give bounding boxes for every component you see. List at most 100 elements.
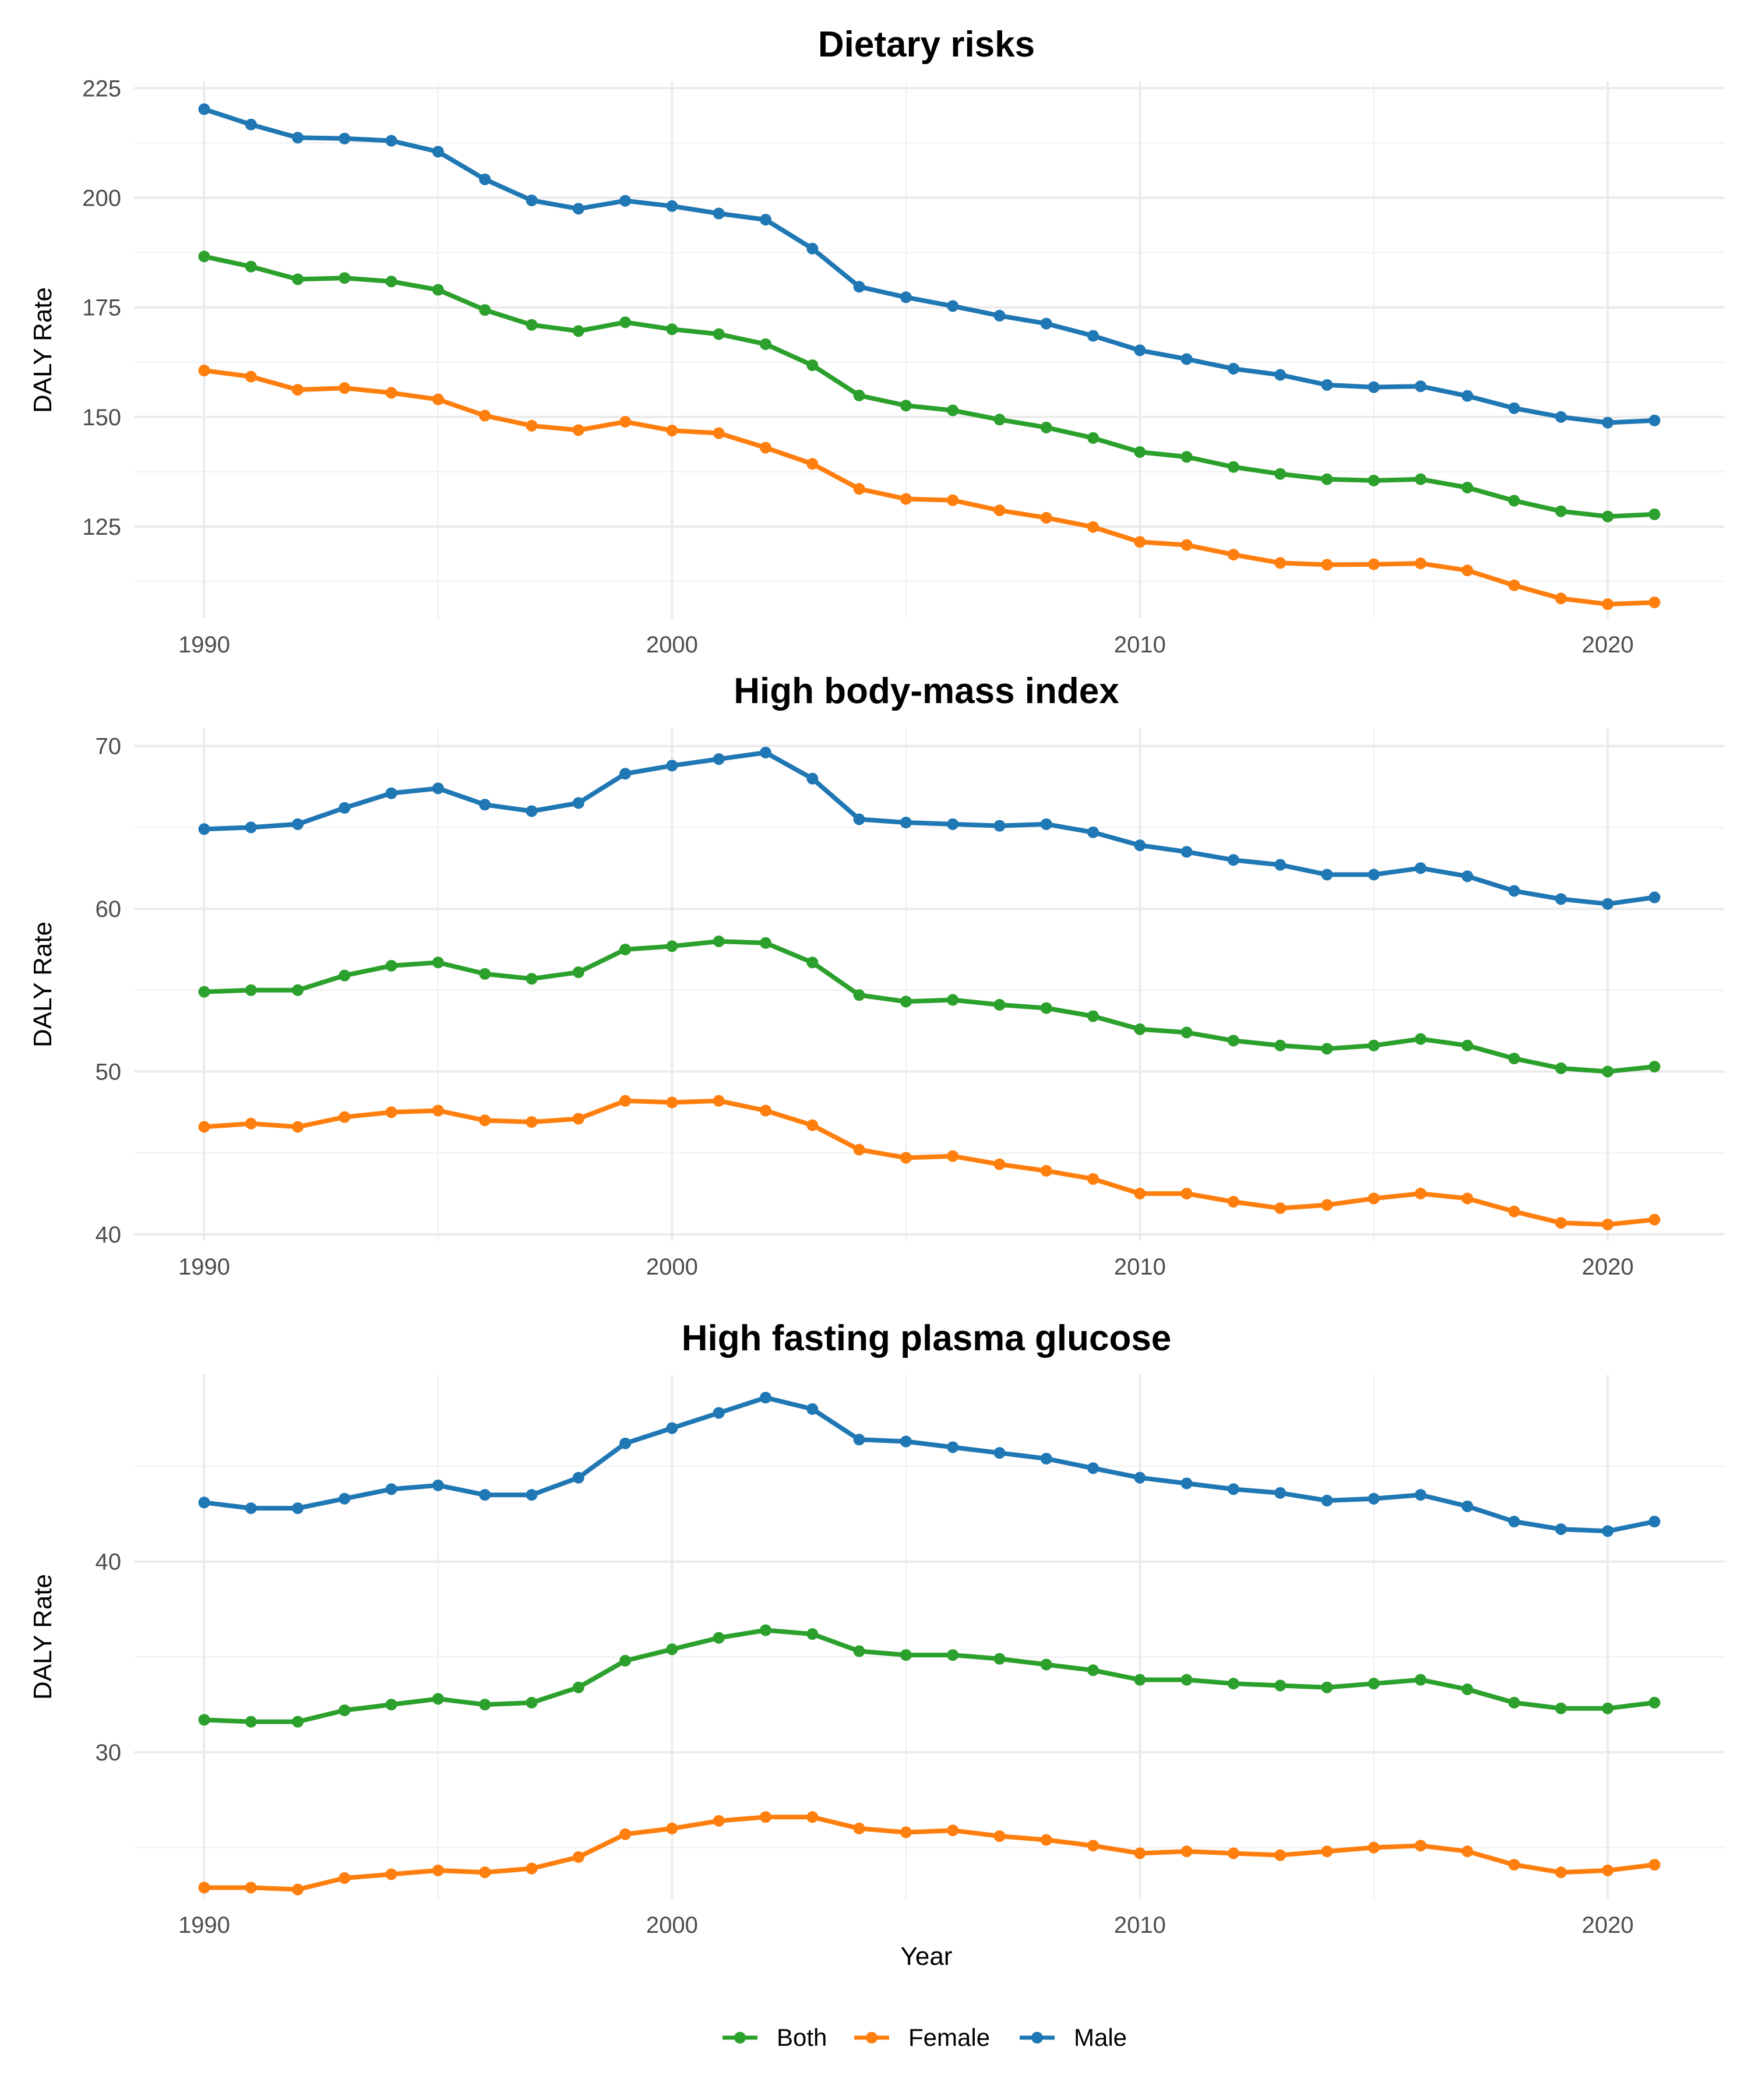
- data-point-both: [806, 359, 819, 371]
- data-point-male: [900, 1435, 912, 1448]
- data-point-female: [198, 1882, 210, 1894]
- series-line-both: [204, 939, 1655, 1074]
- data-point-male: [806, 242, 819, 255]
- data-point-male: [947, 818, 959, 830]
- data-point-both: [1274, 1039, 1287, 1051]
- data-point-both: [1508, 1053, 1520, 1065]
- data-point-female: [1180, 539, 1193, 551]
- data-point-both: [1180, 1674, 1193, 1686]
- x-axis-label: Year: [901, 1942, 953, 1971]
- data-point-both: [1321, 1681, 1333, 1693]
- data-point-female: [479, 1866, 491, 1879]
- data-point-male: [1602, 417, 1614, 429]
- x-tick-label: 2000: [646, 632, 698, 658]
- data-point-male: [1415, 1489, 1427, 1501]
- data-point-both: [339, 1704, 351, 1716]
- series-line-female: [204, 1098, 1655, 1227]
- x-tick-label: 2000: [646, 1912, 698, 1938]
- data-point-male: [947, 300, 959, 312]
- data-point-female: [853, 1822, 865, 1834]
- data-point-female: [806, 458, 819, 470]
- data-point-female: [1415, 1840, 1427, 1852]
- data-point-male: [1227, 1483, 1239, 1495]
- y-axis-label: DALY Rate: [29, 287, 57, 413]
- data-point-male: [1602, 1525, 1614, 1537]
- data-point-female: [1134, 536, 1146, 548]
- data-point-both: [1227, 461, 1239, 473]
- data-point-female: [900, 1826, 912, 1838]
- data-point-both: [1368, 474, 1380, 486]
- data-point-female: [1555, 1866, 1567, 1879]
- data-point-male: [666, 200, 678, 212]
- data-point-female: [713, 1815, 725, 1827]
- data-point-both: [1461, 481, 1474, 493]
- data-point-both: [292, 1716, 304, 1728]
- data-point-male: [1368, 1492, 1380, 1505]
- data-point-female: [853, 483, 865, 495]
- data-point-female: [619, 416, 632, 428]
- data-point-female: [1368, 1841, 1380, 1854]
- data-point-female: [993, 1158, 1006, 1170]
- data-point-both: [713, 328, 725, 340]
- data-point-both: [993, 1653, 1006, 1665]
- data-point-male: [1180, 1477, 1193, 1490]
- x-tick-label: 2020: [1582, 632, 1634, 658]
- data-point-both: [1461, 1039, 1474, 1051]
- data-point-male: [1461, 1500, 1474, 1512]
- data-point-both: [1602, 510, 1614, 523]
- data-point-male: [339, 802, 351, 814]
- legend-marker-male: [1031, 2032, 1043, 2043]
- data-point-male: [1087, 826, 1099, 838]
- panel-dietary-risks: Dietary risks DALY Rate 1990 2000 2010 2020…: [29, 24, 1725, 658]
- legend-marker-both: [734, 2032, 746, 2043]
- data-point-female: [1040, 1164, 1052, 1177]
- data-point-female: [245, 370, 257, 383]
- data-point-male: [1368, 869, 1380, 881]
- x-tick-label: 2010: [1114, 632, 1166, 658]
- data-point-male: [572, 203, 584, 215]
- data-point-female: [526, 419, 538, 432]
- data-point-female: [1648, 1213, 1661, 1226]
- data-point-female: [1508, 1859, 1520, 1871]
- data-point-male: [806, 1403, 819, 1415]
- data-point-female: [432, 1864, 444, 1876]
- data-point-both: [1648, 1696, 1661, 1709]
- data-point-both: [385, 1699, 397, 1711]
- data-point-female: [713, 427, 725, 439]
- data-point-both: [245, 260, 257, 273]
- data-point-male: [1321, 1495, 1333, 1506]
- data-point-female: [572, 1113, 584, 1125]
- data-point-female: [1134, 1847, 1146, 1859]
- data-point-female: [713, 1095, 725, 1107]
- data-point-female: [759, 1104, 771, 1117]
- plot-area: 1990 2000 2010 2020 40 50 60 70: [96, 728, 1725, 1280]
- data-point-male: [1368, 381, 1380, 393]
- data-point-female: [666, 1822, 678, 1834]
- y-axis-label: DALY Rate: [29, 922, 57, 1047]
- data-point-male: [292, 1502, 304, 1515]
- data-point-male: [526, 805, 538, 817]
- data-point-female: [759, 442, 771, 454]
- data-point-both: [806, 957, 819, 969]
- data-point-both: [1274, 468, 1287, 480]
- data-point-female: [1087, 1173, 1099, 1185]
- data-point-male: [1321, 869, 1333, 881]
- data-point-female: [1227, 1847, 1239, 1859]
- data-point-male: [1508, 1516, 1520, 1527]
- data-point-both: [479, 968, 491, 980]
- data-point-both: [713, 1632, 725, 1644]
- data-point-female: [1555, 592, 1567, 605]
- data-point-both: [198, 1714, 210, 1726]
- data-point-male: [1461, 870, 1474, 883]
- data-point-female: [1555, 1217, 1567, 1229]
- x-tick-label: 2010: [1114, 1912, 1166, 1938]
- data-point-male: [1602, 898, 1614, 910]
- data-point-female: [385, 387, 397, 399]
- data-point-female: [292, 1883, 304, 1896]
- data-point-female: [339, 1111, 351, 1123]
- data-point-both: [666, 940, 678, 952]
- data-point-both: [479, 1699, 491, 1711]
- data-point-male: [1555, 411, 1567, 423]
